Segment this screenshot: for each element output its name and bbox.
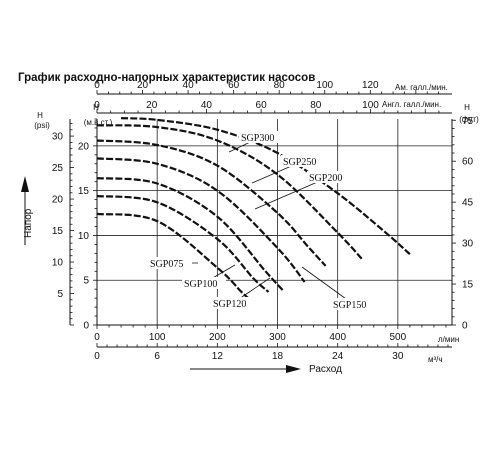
bottom-lpm-tick-label: 0: [94, 332, 100, 343]
x-title-group: Расход: [190, 364, 342, 375]
right-ft-tick-label: 30: [462, 239, 474, 250]
left-psi-unit-label: (psi): [34, 121, 50, 130]
right-ft-h-label: H: [464, 103, 470, 112]
left-m-h-label: H: [93, 103, 99, 112]
bottom-m3h-tick-label: 6: [154, 351, 160, 362]
bottom-m3h-tick-label: 0: [94, 351, 100, 362]
top-us-axis: 0 20 40 60 80 100 120: [94, 80, 452, 95]
series-label-sgp150: SGP150: [333, 300, 366, 311]
grid-layer: [96, 119, 453, 326]
series-label-sgp120: SGP120: [213, 299, 246, 310]
top-us-tick-label: 120: [362, 80, 379, 91]
right-ft-tick-label: 75: [462, 116, 474, 127]
left-psi-tick-label: 10: [52, 258, 64, 269]
top-uk-tick-label: 80: [310, 100, 322, 111]
left-m-axis: 0 5 10 15 20: [78, 118, 97, 332]
series-label-box-sgp100: [182, 277, 226, 289]
series-label-sgp300: SGP300: [241, 133, 274, 144]
right-ft-tick-label: 15: [462, 280, 474, 291]
right-ft-unit-label: (фут): [459, 115, 479, 124]
bottom-m3h-tick-label: 24: [332, 351, 344, 362]
right-ft-tick-label: 45: [462, 198, 474, 209]
curves-layer: [96, 117, 411, 301]
top-uk-axis: 0 20 40 60 80 100: [94, 100, 452, 114]
y-axis-title: Напор: [23, 208, 34, 238]
left-psi-tick-label: 20: [52, 195, 64, 206]
series-line-sgp200: [96, 139, 327, 267]
left-psi-tick-label: 30: [52, 132, 64, 143]
series-label-box-sgp150: [331, 298, 375, 310]
series-label-box-sgp075: [148, 257, 192, 269]
series-label-sgp075: SGP075: [150, 259, 183, 270]
top-uk-tick-label: 100: [362, 100, 379, 111]
series-line-sgp250: [96, 124, 363, 260]
series-label-sgp200: SGP200: [309, 173, 342, 184]
left-m-tick-label: 5: [83, 276, 89, 287]
top-us-unit-label: Ам. галл./мин.: [395, 83, 448, 92]
left-psi-tick-label: 15: [52, 226, 64, 237]
series-line-sgp100: [96, 194, 270, 293]
top-uk-tick-label: 20: [146, 100, 158, 111]
top-us-tick-label: 80: [274, 80, 286, 91]
bottom-lpm-tick-label: 300: [269, 332, 286, 343]
bottom-lpm-tick-label: 100: [149, 332, 166, 343]
top-uk-unit-label: Англ. галл./мин.: [382, 100, 441, 109]
x-axis-arrow-head: [286, 365, 301, 373]
bottom-lpm-tick-label: 400: [329, 332, 346, 343]
left-psi-tick-label: 25: [52, 163, 64, 174]
right-ft-tick-label: 60: [462, 157, 474, 168]
top-uk-tick-label: 0: [94, 100, 100, 111]
series-line-sgp300: [121, 117, 411, 256]
y-title-group: Напор: [21, 176, 34, 245]
left-psi-tick-label: 5: [57, 289, 63, 300]
right-ft-tick-label: 0: [462, 321, 468, 332]
series-label-leader-sgp150: [301, 266, 354, 305]
bottom-lpm-axis: 0 100 200 300 400 500: [94, 325, 447, 343]
series-label-box-sgp120: [211, 297, 255, 309]
series-label-box-sgp250: [281, 155, 325, 167]
top-us-tick-label: 0: [94, 80, 100, 91]
left-m-unit-label: (м.в.ст.): [84, 118, 113, 127]
chart-title: График расходно-напорных характеристик н…: [18, 72, 315, 84]
top-us-tick-label: 100: [316, 80, 333, 91]
bottom-m3h-unit-label: м³/ч: [428, 355, 443, 364]
series-line-sgp075: [96, 212, 252, 301]
bottom-m3h-tick-label: 12: [212, 351, 224, 362]
left-m-tick-label: 15: [78, 186, 90, 197]
series-label-sgp250: SGP250: [283, 157, 316, 168]
top-us-tick-label: 20: [137, 80, 149, 91]
y-axis-arrow-head: [21, 176, 29, 192]
series-label-box-sgp200: [307, 171, 351, 183]
bottom-lpm-unit-label: л/мин: [438, 335, 459, 344]
bottom-m3h-tick-label: 18: [272, 351, 284, 362]
left-m-tick-label: 0: [83, 321, 89, 332]
labels-layer: SGP300 SGP250 SGP200 SGP150 SGP120 SGP100SGP0…: [148, 131, 375, 311]
bottom-m3h-tick-label: 30: [392, 351, 404, 362]
bottom-lpm-tick-label: 500: [390, 332, 407, 343]
right-ft-axis: 0 15 30 45 60 75: [452, 116, 474, 332]
left-psi-h-label: H: [37, 111, 43, 120]
series-line-sgp150: [96, 157, 306, 283]
left-m-tick-label: 10: [78, 231, 90, 242]
bottom-m3h-axis: 0 6 12 18 24 30: [94, 343, 452, 362]
series-label-box-sgp300: [239, 131, 283, 143]
top-us-tick-label: 40: [183, 80, 195, 91]
series-line-sgp120: [96, 177, 285, 292]
top-uk-tick-label: 60: [256, 100, 268, 111]
top-us-tick-label: 60: [228, 80, 240, 91]
left-m-tick-label: 20: [78, 141, 90, 152]
top-uk-tick-label: 40: [201, 100, 213, 111]
series-label-sgp100: SGP100: [184, 279, 217, 290]
x-axis-title: Расход: [309, 364, 342, 375]
left-psi-axis: 5 10 15 20 25 30: [52, 119, 74, 326]
bottom-lpm-tick-label: 200: [209, 332, 226, 343]
